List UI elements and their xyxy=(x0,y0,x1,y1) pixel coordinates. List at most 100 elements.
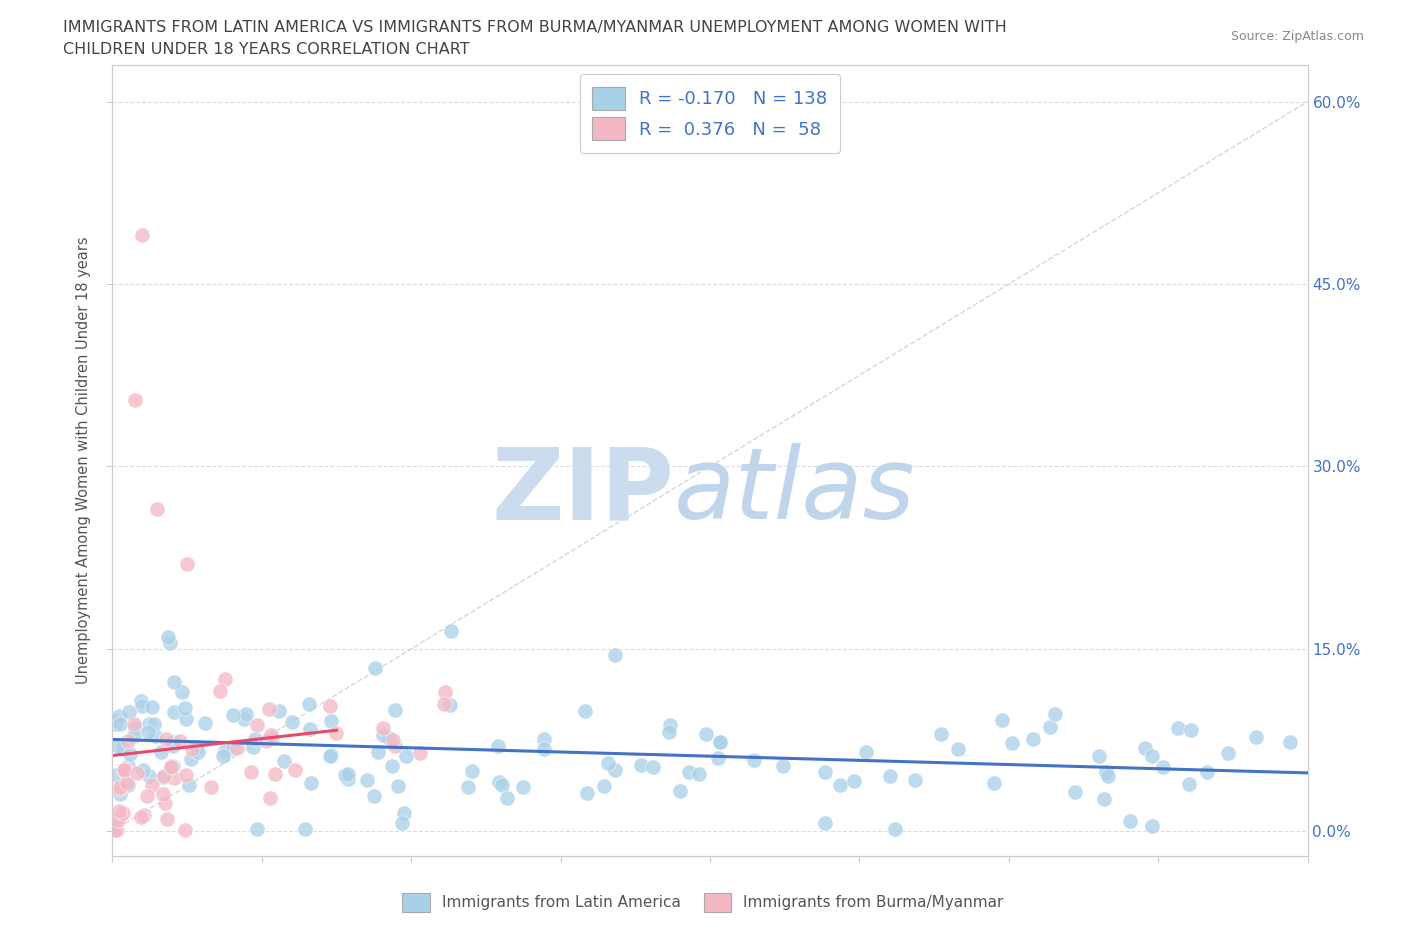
Point xyxy=(108,787,131,802)
Point xyxy=(155,732,177,747)
Point xyxy=(319,748,342,763)
Point xyxy=(104,823,127,838)
Point xyxy=(257,701,280,716)
Point xyxy=(491,777,513,792)
Point xyxy=(742,752,765,767)
Text: Source: ZipAtlas.com: Source: ZipAtlas.com xyxy=(1230,30,1364,43)
Point xyxy=(131,228,153,243)
Point xyxy=(1088,749,1111,764)
Point xyxy=(377,730,399,745)
Point xyxy=(131,809,153,824)
Point xyxy=(115,776,138,790)
Point xyxy=(131,699,153,714)
Point xyxy=(157,630,180,644)
Point xyxy=(209,684,232,698)
Point xyxy=(1039,720,1062,735)
Point xyxy=(110,780,132,795)
Point xyxy=(364,660,387,675)
Point xyxy=(1063,784,1085,799)
Point xyxy=(138,768,160,783)
Point xyxy=(1152,760,1174,775)
Point xyxy=(605,647,627,662)
Point xyxy=(214,743,236,758)
Point xyxy=(132,763,155,777)
Point xyxy=(222,740,245,755)
Point xyxy=(117,734,139,749)
Point xyxy=(381,758,404,773)
Point xyxy=(488,774,510,789)
Point xyxy=(1195,764,1218,779)
Point xyxy=(392,805,415,820)
Point xyxy=(111,805,134,820)
Point xyxy=(174,700,197,715)
Point xyxy=(280,714,302,729)
Point xyxy=(946,741,969,756)
Point xyxy=(990,712,1012,727)
Point xyxy=(107,813,129,828)
Point xyxy=(533,742,555,757)
Point xyxy=(319,749,342,764)
Point xyxy=(162,738,184,753)
Point xyxy=(496,790,519,805)
Point xyxy=(356,773,378,788)
Point xyxy=(134,808,156,823)
Point xyxy=(141,700,163,715)
Point xyxy=(118,747,141,762)
Point xyxy=(707,751,730,765)
Point xyxy=(335,767,357,782)
Point xyxy=(433,697,456,711)
Point xyxy=(814,815,837,830)
Point xyxy=(575,786,598,801)
Point xyxy=(138,717,160,732)
Legend: Immigrants from Latin America, Immigrants from Burma/Myanmar: Immigrants from Latin America, Immigrant… xyxy=(396,887,1010,918)
Y-axis label: Unemployment Among Women with Children Under 18 years: Unemployment Among Women with Children U… xyxy=(76,236,91,684)
Point xyxy=(101,713,124,728)
Point xyxy=(108,781,131,796)
Point xyxy=(391,816,413,830)
Point xyxy=(108,716,131,731)
Point xyxy=(395,749,418,764)
Point xyxy=(160,759,183,774)
Point xyxy=(214,671,236,686)
Point xyxy=(117,778,139,793)
Point xyxy=(1142,749,1164,764)
Point xyxy=(260,731,283,746)
Point xyxy=(814,764,837,779)
Point xyxy=(336,772,359,787)
Point xyxy=(260,727,283,742)
Point xyxy=(630,757,652,772)
Legend: R = -0.170   N = 138, R =  0.376   N =  58: R = -0.170 N = 138, R = 0.376 N = 58 xyxy=(579,74,841,153)
Point xyxy=(325,726,347,741)
Point xyxy=(574,704,596,719)
Text: atlas: atlas xyxy=(675,444,915,540)
Point xyxy=(222,707,245,722)
Point xyxy=(381,733,404,748)
Point xyxy=(461,764,484,778)
Point xyxy=(434,685,457,700)
Point xyxy=(136,724,159,739)
Point xyxy=(152,769,174,784)
Point xyxy=(124,392,146,407)
Point xyxy=(1177,777,1199,792)
Point xyxy=(200,779,222,794)
Point xyxy=(186,739,208,754)
Point xyxy=(194,716,217,731)
Point xyxy=(486,738,509,753)
Point xyxy=(844,773,866,788)
Point xyxy=(125,765,148,780)
Point xyxy=(226,740,249,755)
Point xyxy=(104,767,127,782)
Point xyxy=(177,777,200,792)
Point xyxy=(409,745,432,760)
Point xyxy=(533,732,555,747)
Point xyxy=(603,763,626,777)
Point xyxy=(1135,740,1157,755)
Point xyxy=(176,556,198,571)
Point xyxy=(112,742,135,757)
Point xyxy=(246,821,269,836)
Point xyxy=(173,823,195,838)
Point xyxy=(855,745,877,760)
Point xyxy=(1043,707,1066,722)
Point xyxy=(904,773,927,788)
Point xyxy=(1246,730,1268,745)
